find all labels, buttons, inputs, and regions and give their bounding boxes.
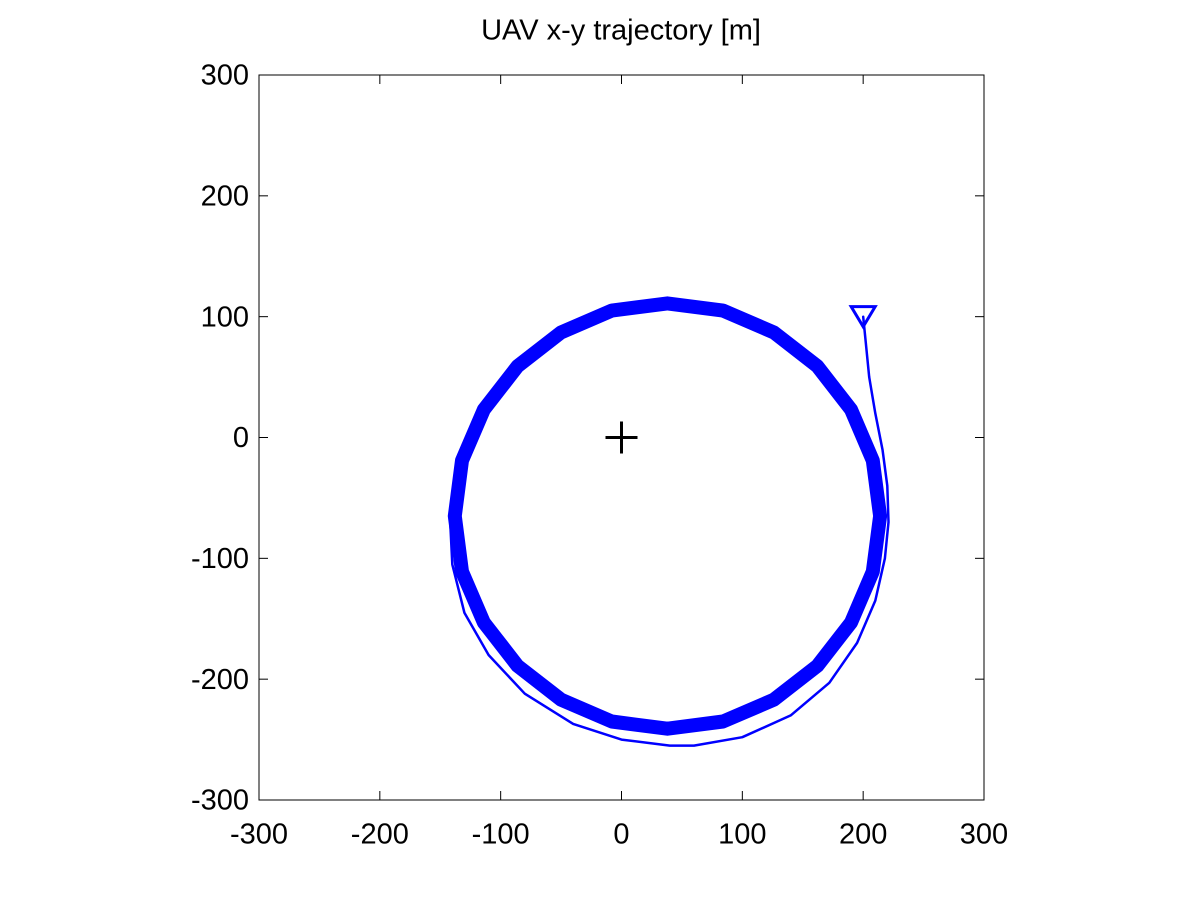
y-tick-label: 300 (201, 60, 249, 92)
y-tick-label: -300 (191, 785, 249, 817)
y-tick-label: 200 (201, 180, 249, 212)
y-tick-label: -200 (191, 664, 249, 696)
y-tick-label: 0 (233, 422, 249, 454)
start-marker (848, 305, 878, 330)
y-tick-label: -100 (191, 543, 249, 575)
x-tick-label: 200 (839, 819, 887, 851)
y-tick-label: 100 (201, 301, 249, 333)
trajectory-line (448, 315, 890, 747)
center-marker (605, 421, 638, 454)
x-tick-label: 0 (613, 819, 629, 851)
chart-title: UAV x-y trajectory [m] (481, 15, 761, 47)
x-tick-label: 100 (718, 819, 766, 851)
trajectory-line (447, 296, 888, 736)
x-tick-label: -300 (230, 819, 288, 851)
x-tick-label: 300 (960, 819, 1008, 851)
x-tick-label: -100 (472, 819, 530, 851)
x-tick-label: -200 (351, 819, 409, 851)
